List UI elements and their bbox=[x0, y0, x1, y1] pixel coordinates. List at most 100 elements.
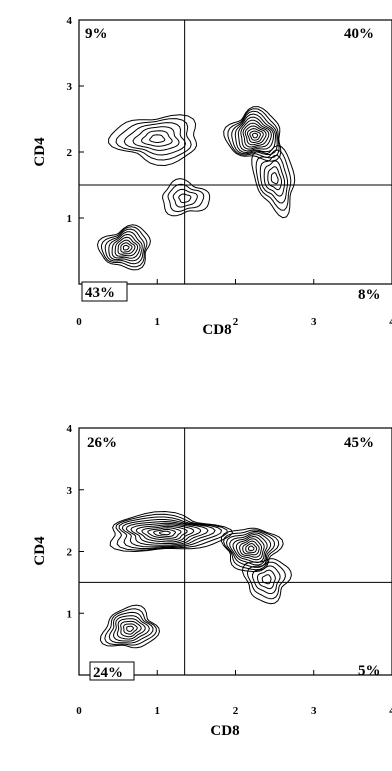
x-tick-label: 3 bbox=[311, 705, 317, 717]
contour-line bbox=[121, 519, 216, 548]
contour-line bbox=[104, 608, 157, 646]
x-axis-label: CD8 bbox=[202, 322, 231, 338]
contour-line bbox=[113, 615, 150, 642]
x-tick-label: 3 bbox=[311, 316, 317, 328]
contour-line bbox=[252, 565, 281, 595]
x-tick-label: 2 bbox=[233, 316, 239, 328]
contour-line bbox=[244, 125, 267, 146]
contour-lines bbox=[99, 511, 292, 649]
contour-line bbox=[178, 193, 192, 204]
contour-line bbox=[239, 538, 263, 558]
plot-frame bbox=[78, 19, 392, 285]
contour-line bbox=[141, 525, 188, 541]
contour-line bbox=[255, 149, 292, 211]
x-axis-label: CD8 bbox=[210, 723, 239, 739]
quadrant-bottom-right-label: 8% bbox=[358, 287, 381, 303]
y-axis-label: CD4 bbox=[32, 536, 48, 566]
contour-line bbox=[246, 128, 264, 143]
contour-line bbox=[111, 234, 141, 259]
contour-line bbox=[263, 160, 286, 197]
quadrant-bottom-left-box bbox=[81, 281, 128, 302]
x-tick-label: 2 bbox=[233, 705, 239, 717]
contour-line bbox=[226, 530, 275, 568]
contour-line bbox=[122, 244, 130, 251]
contour-line bbox=[251, 132, 259, 139]
contour-line bbox=[108, 231, 143, 262]
contour-line bbox=[242, 540, 260, 556]
x-tick-label: 4 bbox=[389, 705, 392, 717]
quadrant-top-right-label: 45% bbox=[344, 435, 374, 451]
contour-line bbox=[249, 130, 261, 141]
axis-ticks: 0 1 2 3 4 1 2 3 4 bbox=[67, 15, 392, 328]
quadrant-top-left-label: 9% bbox=[85, 26, 108, 42]
y-tick-label: 4 bbox=[67, 423, 73, 435]
contour-line bbox=[223, 106, 282, 162]
contour-line bbox=[123, 122, 186, 156]
contour-line bbox=[270, 172, 279, 185]
contour-line bbox=[120, 620, 142, 638]
contour-plot-bottom: 0 1 2 3 4 1 2 3 4 26% 45% 24% 5% CD8 CD4 bbox=[32, 423, 392, 739]
quadrant-top-left-label: 26% bbox=[87, 435, 117, 451]
contour-line bbox=[109, 511, 233, 552]
y-tick-label: 1 bbox=[67, 213, 73, 225]
contour-line bbox=[97, 224, 151, 271]
contour-line bbox=[130, 522, 202, 544]
contour-line bbox=[167, 183, 205, 213]
contour-line bbox=[126, 625, 134, 632]
x-tick-label: 0 bbox=[76, 316, 82, 328]
quadrant-top-right-label: 40% bbox=[344, 26, 374, 42]
y-tick-label: 4 bbox=[67, 15, 73, 27]
contour-line bbox=[159, 530, 171, 536]
contour-line bbox=[117, 239, 136, 255]
contour-line bbox=[125, 521, 209, 546]
quadrant-bottom-left-label: 43% bbox=[85, 285, 115, 301]
contour-line bbox=[267, 166, 282, 191]
contour-line bbox=[162, 178, 211, 217]
x-tick-label: 1 bbox=[155, 705, 161, 717]
contour-plot-top: 0 1 2 3 4 1 2 3 4 9% 40% 43% 8% CD8 CD4 bbox=[32, 15, 392, 338]
contour-line bbox=[245, 543, 258, 553]
contour-line bbox=[114, 236, 139, 257]
contour-line bbox=[261, 574, 272, 585]
contour-line bbox=[240, 119, 272, 150]
x-tick-label: 0 bbox=[76, 705, 82, 717]
contour-line bbox=[248, 545, 255, 551]
contour-line bbox=[172, 188, 198, 208]
contour-line bbox=[149, 134, 166, 143]
x-tick-label: 4 bbox=[389, 316, 392, 328]
contour-line bbox=[147, 527, 182, 539]
contour-line bbox=[116, 618, 146, 640]
contour-line bbox=[104, 228, 145, 265]
contour-line bbox=[227, 108, 280, 159]
y-tick-label: 3 bbox=[67, 485, 73, 497]
contour-line bbox=[132, 126, 180, 151]
y-tick-label: 3 bbox=[67, 81, 73, 93]
contour-line bbox=[123, 623, 138, 635]
contour-line bbox=[153, 528, 176, 537]
contour-line bbox=[232, 534, 268, 563]
y-tick-label: 2 bbox=[67, 547, 73, 559]
contour-line bbox=[115, 118, 192, 161]
quadrant-bottom-right-label: 5% bbox=[358, 663, 381, 679]
quadrant-bottom-left-box bbox=[89, 661, 135, 681]
y-tick-label: 2 bbox=[67, 147, 73, 159]
contour-line bbox=[257, 569, 276, 590]
contour-line bbox=[99, 604, 160, 649]
contour-line bbox=[220, 527, 284, 572]
y-axis-label: CD4 bbox=[32, 137, 48, 167]
contour-line bbox=[101, 226, 148, 268]
contour-line bbox=[242, 122, 270, 148]
y-tick-label: 1 bbox=[67, 608, 73, 620]
contour-line bbox=[108, 114, 197, 166]
quadrant-bottom-left-label: 24% bbox=[93, 665, 123, 681]
contour-line bbox=[120, 242, 133, 253]
contour-line bbox=[251, 145, 296, 219]
contour-line bbox=[242, 558, 292, 605]
contour-line bbox=[237, 116, 275, 152]
contour-line bbox=[141, 130, 173, 147]
x-tick-label: 1 bbox=[155, 316, 161, 328]
contour-line bbox=[235, 536, 265, 561]
contour-line bbox=[108, 611, 154, 644]
contour-line bbox=[259, 154, 289, 204]
